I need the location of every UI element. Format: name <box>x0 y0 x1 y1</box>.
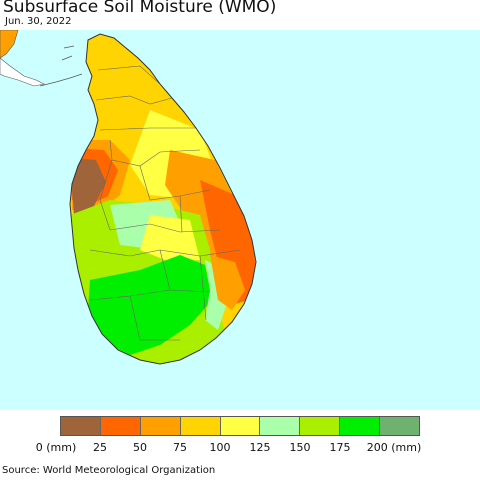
legend-swatch <box>380 417 420 435</box>
india-coast-land <box>0 57 45 87</box>
district-borders <box>89 65 241 341</box>
map-title: Subsurface Soil Moisture (WMO) <box>3 0 277 17</box>
legend-swatch <box>100 417 141 435</box>
legend-tick-label: 150 <box>289 441 311 454</box>
map-date: Jun. 30, 2022 <box>5 16 72 27</box>
legend-swatch <box>180 417 221 435</box>
legend-tick-label: 200 (mm) <box>366 441 422 454</box>
legend-colorbar <box>60 416 420 436</box>
legend-swatch <box>340 417 381 435</box>
legend-swatch <box>61 417 101 435</box>
legend-tick-label: 175 <box>329 441 351 454</box>
legend-swatch <box>140 417 181 435</box>
soil-moisture-map <box>0 30 480 410</box>
legend-tick-label: 100 <box>209 441 231 454</box>
legend-swatch <box>220 417 261 435</box>
legend-tick-label: 0 (mm) <box>35 441 77 454</box>
legend-tick-label: 75 <box>173 441 187 454</box>
legend-tick-label: 50 <box>133 441 147 454</box>
legend-swatch <box>260 417 301 435</box>
india-coast <box>0 30 19 59</box>
source-credit: Source: World Meteorological Organizatio… <box>2 465 216 476</box>
legend-tick-label: 25 <box>93 441 107 454</box>
mannar-islets <box>39 45 83 87</box>
legend-swatch <box>300 417 341 435</box>
legend-tick-label: 125 <box>249 441 271 454</box>
